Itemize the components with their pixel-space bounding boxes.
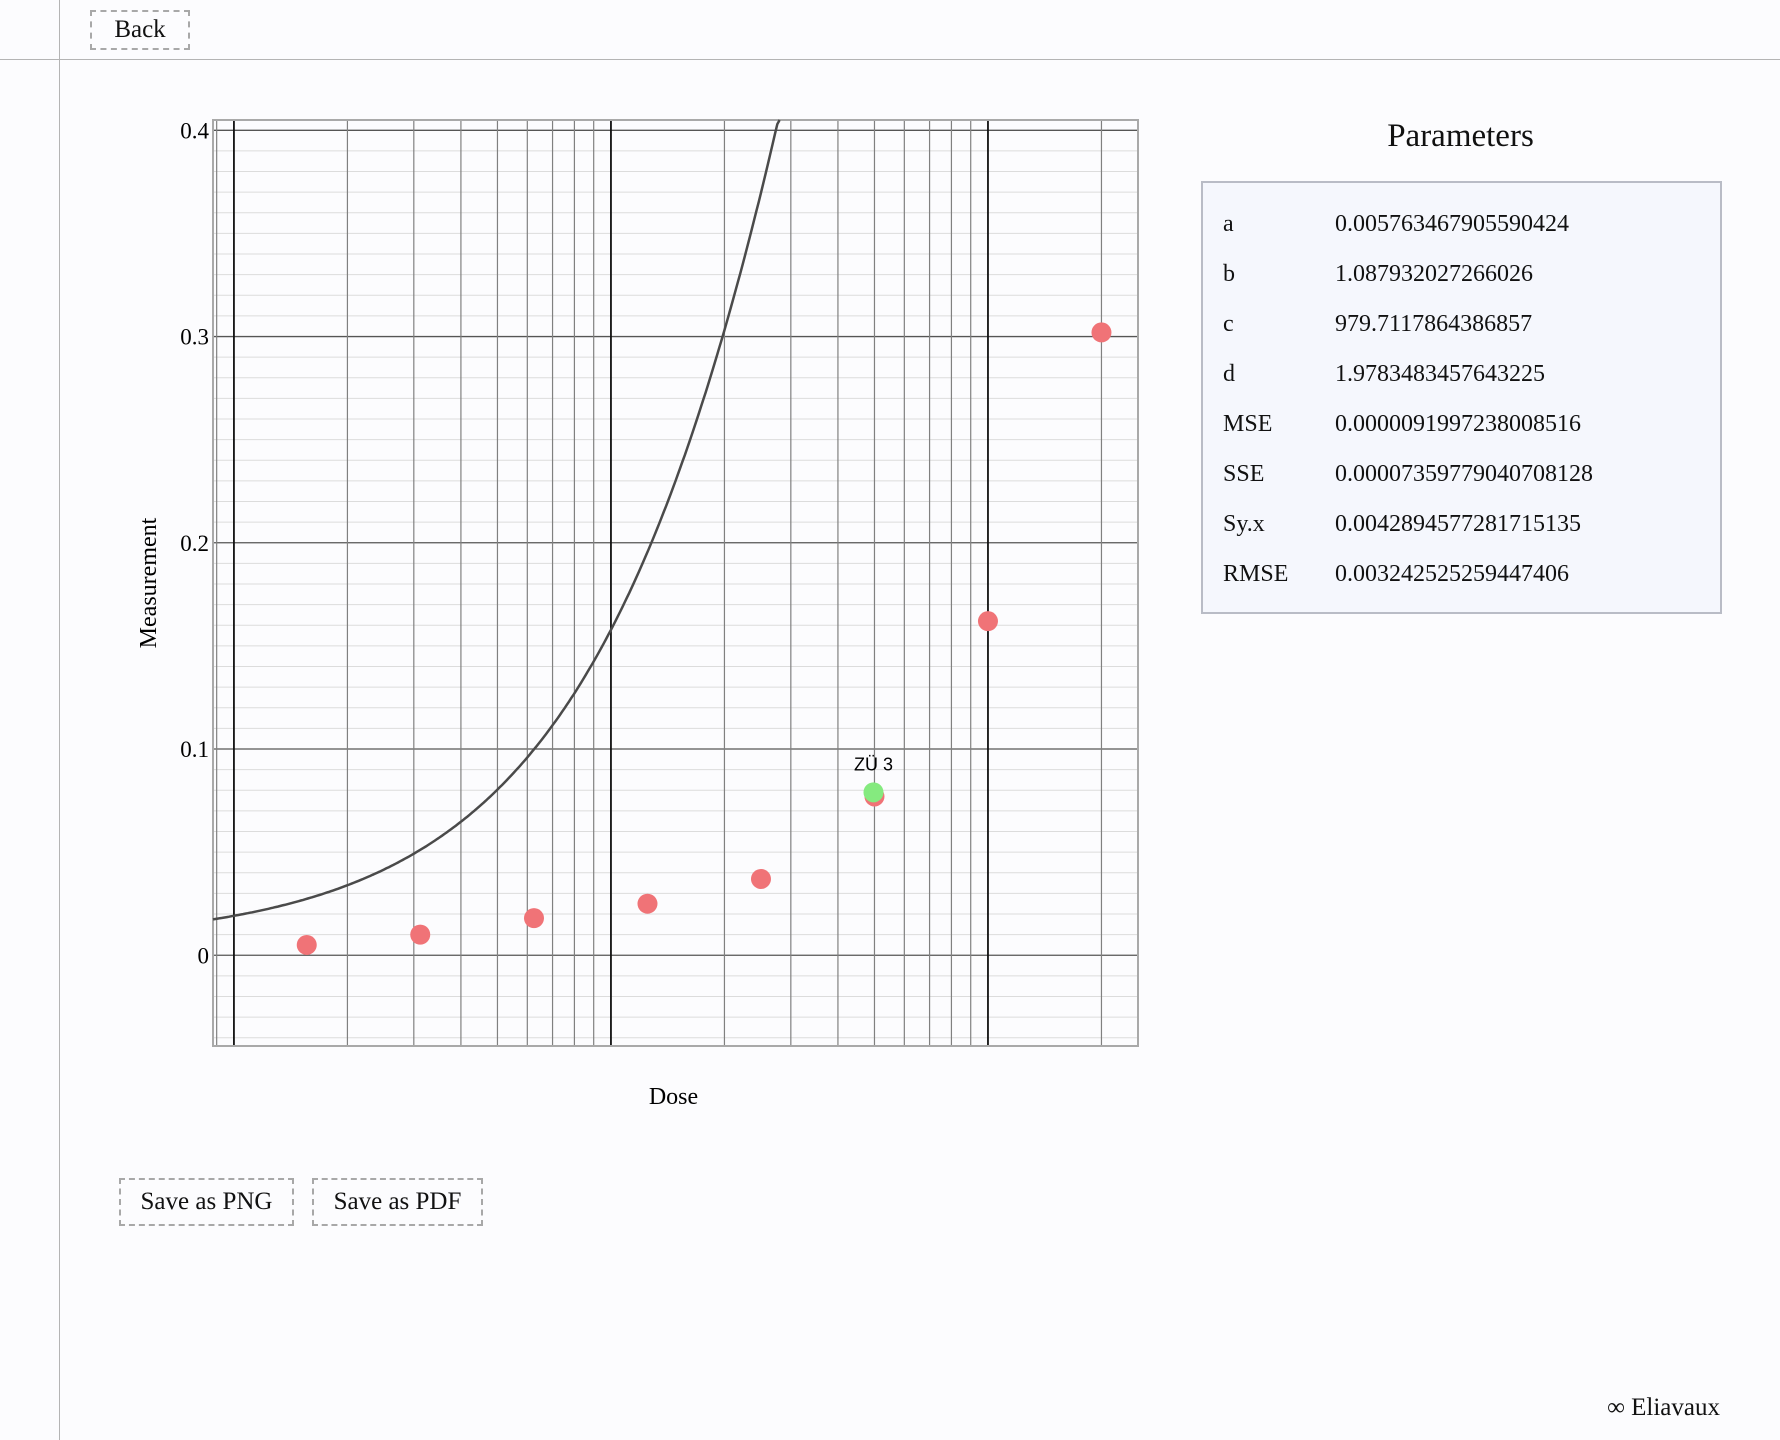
parameter-row: d 1.9783483457643225	[1203, 349, 1720, 399]
parameter-name: MSE	[1223, 410, 1273, 437]
parameter-row: c 979.7117864386857	[1203, 299, 1720, 349]
top-divider	[0, 59, 1780, 60]
parameter-name: a	[1223, 210, 1234, 237]
parameter-name: c	[1223, 310, 1234, 337]
data-point[interactable]	[750, 868, 771, 889]
y-tick-label: 0.2	[180, 531, 209, 556]
parameter-row: b 1.087932027266026	[1203, 249, 1720, 299]
fit-curve	[212, 119, 781, 921]
data-points: ZÜ 3	[296, 322, 1112, 955]
parameter-row: RMSE 0.003242525259447406	[1203, 549, 1720, 599]
parameters-table: a 0.005763467905590424 b 1.087932027266026 c…	[1201, 181, 1722, 614]
chart-grid	[213, 120, 1138, 1046]
left-divider	[59, 0, 60, 1440]
y-tick-label: 0.3	[180, 325, 209, 350]
footer-credit: ∞ Eliavaux	[1607, 1394, 1720, 1421]
parameter-value: 0.003242525259447406	[1335, 560, 1569, 587]
data-point[interactable]	[410, 924, 431, 945]
back-button[interactable]: Back	[90, 10, 190, 50]
parameter-row: Sy.x 0.004289457728171513​5	[1203, 499, 1720, 549]
parameters-title: Parameters	[1387, 118, 1534, 154]
highlighted-point[interactable]	[863, 782, 884, 803]
dose-response-chart: 0 0.1 0.2 0.3 0.4 ZÜ 3 Dose Measurement	[136, 118, 1139, 1110]
parameter-value: 1.9783483457643225	[1335, 360, 1545, 387]
save-png-button[interactable]: Save as PNG	[119, 1178, 294, 1226]
data-point[interactable]	[977, 611, 998, 632]
highlighted-point-label: ZÜ 3	[854, 754, 893, 774]
y-axis-label: Measurement	[136, 517, 162, 648]
parameter-value: 1.087932027266026	[1335, 260, 1533, 287]
parameter-name: RMSE	[1223, 560, 1289, 587]
data-point[interactable]	[296, 934, 317, 955]
data-point[interactable]	[523, 908, 544, 929]
parameter-value: 979.7117864386857	[1335, 310, 1533, 337]
parameter-name: Sy.x	[1223, 510, 1265, 537]
plot-frame	[212, 119, 1139, 1047]
parameter-value: 0.0000091997238008516	[1335, 410, 1581, 437]
data-point[interactable]	[637, 893, 658, 914]
y-tick-label: 0.4	[180, 118, 209, 143]
parameter-name: SSE	[1223, 460, 1265, 487]
parameter-row: SSE 0.00007359779040708128	[1203, 449, 1720, 499]
parameter-value: 0.004289457728171513​5	[1335, 510, 1581, 537]
parameter-value: 0.005763467905590424	[1335, 210, 1569, 237]
parameter-row: MSE 0.0000091997238008516	[1203, 399, 1720, 449]
data-point[interactable]	[1091, 322, 1112, 343]
save-pdf-button[interactable]: Save as PDF	[312, 1178, 483, 1226]
y-tick-labels: 0 0.1 0.2 0.3 0.4	[180, 118, 209, 968]
y-tick-label: 0.1	[180, 737, 209, 762]
parameter-name: b	[1223, 260, 1235, 287]
parameter-row: a 0.005763467905590424	[1203, 199, 1720, 249]
x-axis-label: Dose	[649, 1084, 698, 1110]
parameter-value: 0.00007359779040708128	[1335, 460, 1593, 487]
parameter-name: d	[1223, 360, 1235, 387]
y-tick-label: 0	[198, 943, 210, 968]
